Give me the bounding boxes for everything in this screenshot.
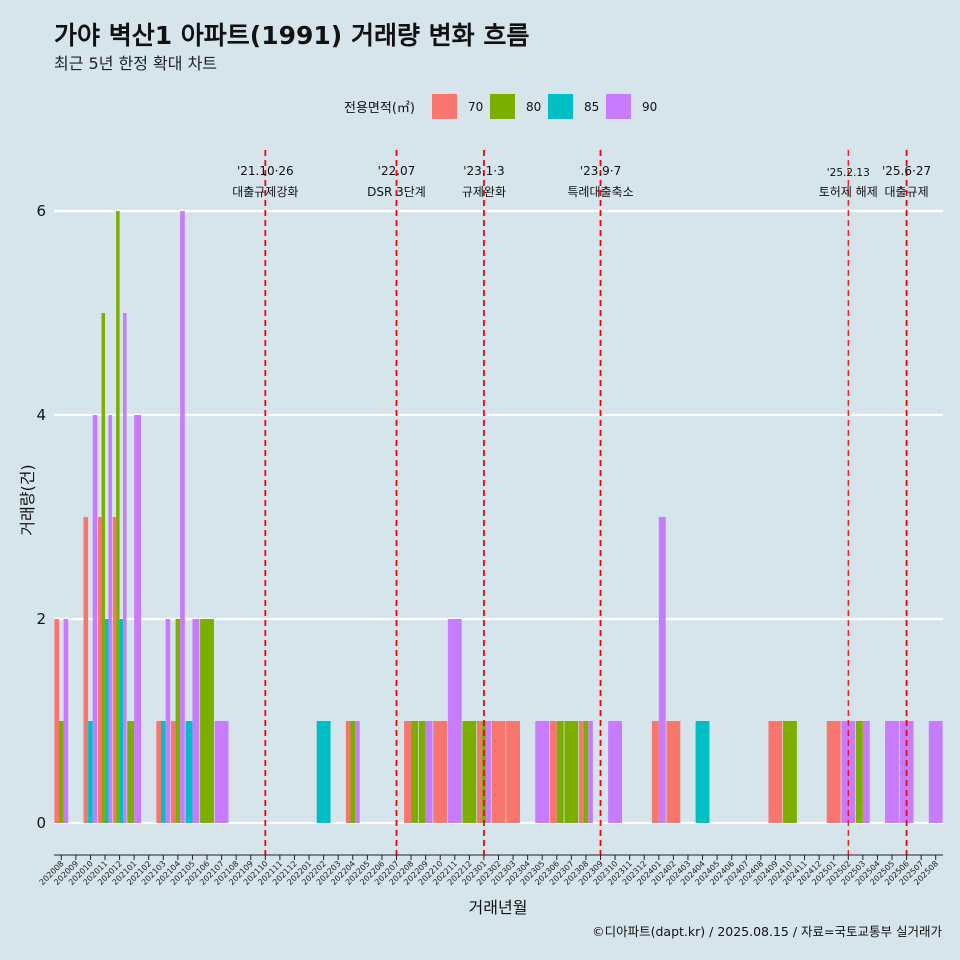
- legend-swatch-85: [548, 94, 573, 119]
- event-date-202110: '21.10·26: [237, 164, 294, 178]
- bar-202103-70: [156, 721, 161, 823]
- bar-202012-80: [116, 211, 120, 823]
- chart-subtitle: 최근 5년 한정 확대 차트: [54, 54, 217, 73]
- bar-202503-80: [855, 721, 863, 823]
- event-date-202502: '25.2.13: [827, 167, 870, 179]
- caption: ©디아파트(dapt.kr) / 2025.08.15 / 자료=국토교통부 실…: [592, 924, 942, 939]
- bar-202011-85: [105, 619, 109, 823]
- bar-202302-70: [491, 721, 506, 823]
- bar-202008-80: [58, 721, 64, 823]
- bar-202012-85: [119, 619, 124, 823]
- bar-202303-70: [506, 721, 520, 823]
- bar-202104-80: [175, 619, 181, 823]
- bar-202404-85: [695, 721, 710, 823]
- bar-202401-70: [651, 721, 659, 823]
- bar-202202-85: [316, 721, 331, 823]
- event-date-202506: '25.6·27: [882, 164, 931, 178]
- axes: 0246202008202009202010202011202012202101…: [36, 202, 943, 887]
- bar-202307-80: [564, 721, 579, 823]
- bar-202308-70: [579, 721, 584, 823]
- bar-202503-90: [862, 721, 870, 823]
- event-date-202301: '23.1·3: [463, 164, 504, 178]
- event-label-202502: 토허제 해제: [819, 185, 878, 199]
- event-label-202309: 특례대출축소: [567, 185, 633, 199]
- bar-202305-90: [535, 721, 550, 823]
- bar-202010-85: [88, 721, 93, 823]
- legend-label-80: 80: [526, 100, 541, 114]
- y-tick-4: 4: [36, 406, 46, 424]
- bar-202011-80: [101, 313, 106, 823]
- bar-202402-70: [666, 721, 681, 823]
- bar-202306-80: [556, 721, 564, 823]
- bar-202310-90: [608, 721, 623, 823]
- bars: [54, 211, 943, 823]
- bar-202204-90: [355, 721, 360, 823]
- chart-title: 가야 벽산1 아파트(1991) 거래량 변화 흐름: [54, 21, 529, 50]
- bar-202008-90: [63, 619, 69, 823]
- bar-202208-80: [411, 721, 418, 823]
- bar-202208-70: [404, 721, 412, 823]
- bar-202101-80: [127, 721, 135, 823]
- event-label-202207: DSR 3단계: [367, 185, 426, 199]
- event-date-202309: '23.9·7: [580, 164, 621, 178]
- bar-202012-70: [112, 517, 117, 823]
- bar-202306-70: [549, 721, 557, 823]
- bar-202209-90: [425, 721, 433, 823]
- legend-title: 전용면적(㎡): [344, 101, 415, 116]
- bar-202010-70: [83, 517, 89, 823]
- bar-202101-90: [134, 415, 142, 823]
- legend-swatch-70: [432, 94, 457, 119]
- legend-label-90: 90: [642, 100, 657, 114]
- event-label-202506: 대출규제: [884, 185, 928, 199]
- bar-202103-90: [165, 619, 171, 823]
- bar-202308-80: [583, 721, 589, 823]
- bar-202210-70: [433, 721, 448, 823]
- bar-202508-90: [928, 721, 943, 823]
- event-lines: '21.10·26 대출규제강화 '22.07 DSR 3단계 '23.1·3 규제완화 '…: [232, 150, 931, 855]
- x-axis-title: 거래년월: [469, 898, 528, 917]
- bar-202401-90: [658, 517, 666, 823]
- bar-202106-80: [200, 619, 214, 823]
- bar-202209-80: [418, 721, 426, 823]
- bar-202105-85: [185, 721, 193, 823]
- bar-202104-70: [170, 721, 176, 823]
- legend: 전용면적(㎡) 70 80 85 90: [344, 94, 657, 119]
- bar-202211-90: [447, 619, 462, 823]
- y-tick-6: 6: [36, 202, 46, 220]
- bar-202204-80: [350, 721, 356, 823]
- event-label-202301: 규제완화: [462, 185, 506, 199]
- y-tick-0: 0: [36, 814, 46, 832]
- bar-202301-90: [486, 721, 491, 823]
- bar-202008-70: [54, 619, 59, 823]
- event-date-202207: '22.07: [378, 164, 416, 178]
- bar-202012-90: [123, 313, 127, 823]
- bar-202308-90: [588, 721, 593, 823]
- bar-202010-90: [92, 415, 98, 823]
- bar-202103-85: [161, 721, 166, 823]
- legend-label-70: 70: [468, 100, 483, 114]
- legend-label-85: 85: [584, 100, 599, 114]
- bar-202204-70: [345, 721, 351, 823]
- bar-202501-70: [826, 721, 841, 823]
- bar-202011-90: [108, 415, 112, 823]
- bar-202212-80: [462, 721, 477, 823]
- bar-202301-70: [477, 721, 482, 823]
- bar-202409-70: [768, 721, 783, 823]
- bar-202104-90: [180, 211, 185, 823]
- y-axis-title: 거래량(건): [18, 464, 37, 535]
- bar-202410-80: [783, 721, 797, 823]
- bar-202505-90: [885, 721, 899, 823]
- legend-swatch-80: [490, 94, 515, 119]
- event-label-202110: 대출규제강화: [232, 185, 298, 199]
- bar-202105-90: [192, 619, 200, 823]
- y-tick-2: 2: [36, 610, 46, 628]
- bar-202107-90: [214, 721, 229, 823]
- legend-swatch-90: [606, 94, 631, 119]
- bar-202011-70: [98, 517, 102, 823]
